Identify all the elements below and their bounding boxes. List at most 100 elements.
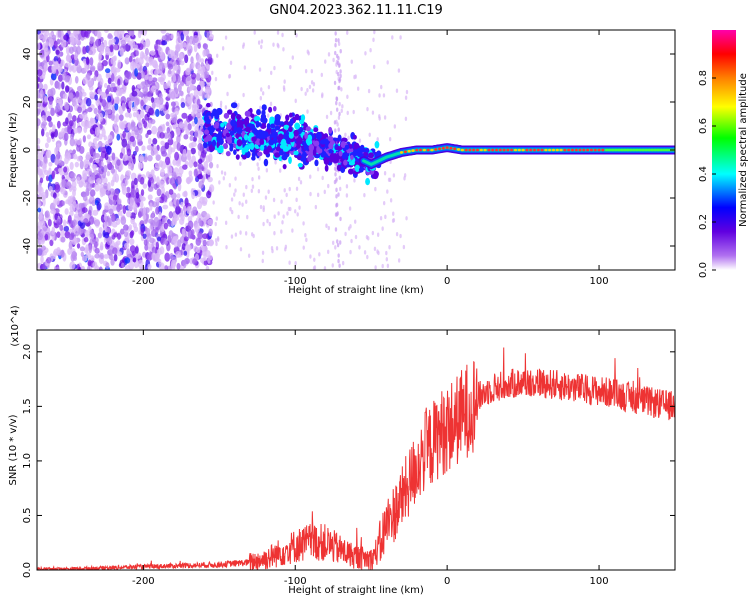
spectrogram-noise-cell	[59, 167, 64, 176]
spectrogram-noise-cell	[156, 219, 162, 229]
spectrogram-noise-cell	[106, 84, 111, 93]
spectrogram-y-tick-label: -20	[22, 190, 33, 206]
spectrogram-noise-cell	[388, 245, 391, 250]
spectrogram-core-cell	[610, 148, 615, 152]
spectrogram-noise-cell	[46, 115, 52, 122]
spectrogram-noise-cell	[116, 159, 121, 167]
spectrogram-ridge-cell	[297, 162, 303, 168]
spectrogram-noise-cell	[100, 91, 107, 100]
spectrogram-noise-cell	[109, 44, 114, 53]
spectrogram-ridge-cell	[272, 105, 277, 112]
spectrogram-noise-cell	[60, 59, 65, 67]
spectrogram-noise-cell	[144, 47, 149, 56]
spectrogram-noise-cell	[246, 214, 249, 220]
spectrogram-noise-cell	[209, 30, 213, 35]
spectrogram-ridge-cell	[243, 134, 249, 141]
spectrogram-noise-cell	[339, 73, 342, 79]
spectrogram-core-cell	[540, 148, 544, 152]
spectrogram-noise-cell	[91, 30, 96, 34]
spectrogram-x-tick-label: 100	[590, 276, 609, 287]
spectrogram-noise-cell	[136, 133, 143, 142]
spectrogram-noise-cell	[175, 160, 181, 167]
spectrogram-noise-cell	[82, 135, 86, 143]
spectrogram-noise-cell	[250, 188, 254, 194]
spectrogram-noise-cell	[175, 127, 181, 136]
spectrogram-noise-cell	[287, 206, 291, 212]
spectrogram-noise-cell	[106, 145, 112, 155]
spectrogram-noise-cell	[64, 103, 70, 111]
spectrogram-noise-cell	[302, 221, 305, 226]
spectrogram-noise-cell	[195, 72, 201, 81]
spectrogram-noise-cell	[187, 220, 194, 230]
spectrogram-noise-cell	[347, 135, 350, 141]
spectrogram-ridge-cell	[229, 145, 234, 152]
spectrogram-noise-cell	[283, 188, 286, 193]
spectrogram-noise-cell	[46, 136, 52, 143]
spectrogram-core-cell	[548, 148, 552, 152]
spectrogram-core-cell	[407, 149, 411, 153]
spectrogram-ridge-cell	[257, 122, 262, 127]
spectrogram-core-cell	[506, 148, 510, 152]
spectrogram-noise-cell	[207, 56, 213, 65]
spectrogram-noise-cell	[111, 221, 118, 228]
spectrogram-core-cell	[616, 148, 621, 152]
spectrogram-noise-cell	[140, 196, 146, 202]
spectrogram-noise-cell	[48, 121, 53, 128]
spectrogram-core-cell	[475, 148, 480, 152]
spectrogram-noise-cell	[151, 210, 155, 219]
spectrogram-ridge-cell	[227, 109, 233, 115]
spectrogram-y-tick-label: 20	[22, 96, 33, 109]
spectrogram-noise-cell	[103, 213, 108, 222]
spectrogram-noise-cell	[259, 105, 262, 110]
spectrogram-noise-cell	[44, 211, 49, 218]
spectrogram-noise-cell	[165, 121, 170, 127]
spectrogram-noise-cell	[192, 34, 199, 44]
spectrogram-noise-cell	[266, 113, 270, 118]
spectrogram-noise-cell	[380, 84, 383, 90]
spectrogram-core-cell	[626, 148, 630, 152]
spectrogram-ridge-cell	[365, 177, 371, 186]
spectrogram-noise-cell	[137, 83, 143, 89]
spectrogram-noise-cell	[280, 199, 283, 204]
spectrogram-core-cell	[586, 148, 590, 152]
spectrogram-ridge-cell	[289, 118, 294, 126]
spectrogram-noise-cell	[174, 151, 180, 161]
spectrogram-noise-cell	[72, 97, 79, 107]
spectrogram-noise-cell	[126, 71, 132, 80]
spectrogram-noise-cell	[307, 51, 310, 56]
spectrogram-noise-cell	[77, 106, 83, 114]
spectrogram-noise-cell	[96, 201, 102, 211]
spectrogram-noise-cell	[175, 205, 181, 215]
spectrogram-noise-cell	[181, 228, 186, 237]
spectrogram-noise-cell	[333, 179, 337, 185]
spectrogram-noise-cell	[124, 34, 131, 43]
spectrogram-core-cell	[659, 148, 664, 152]
spectrogram-noise-cell	[85, 190, 90, 197]
spectrogram-noise-cell	[202, 49, 207, 58]
spectrogram-noise-cell	[104, 47, 111, 56]
spectrogram-noise-cell	[202, 43, 208, 50]
spectrogram-noise-cell	[200, 149, 207, 158]
spectrogram-noise-cell	[94, 247, 100, 254]
spectrogram-noise-cell	[261, 250, 265, 255]
spectrogram-noise-cell	[82, 46, 87, 55]
spectrogram-core-cell	[415, 148, 419, 152]
spectrogram-noise-cell	[259, 204, 263, 210]
spectrogram-noise-cell	[373, 30, 376, 35]
spectrogram-ridge-cell	[305, 138, 311, 145]
spectrogram-noise-cell	[84, 229, 89, 239]
spectrogram-noise-cell	[176, 142, 181, 151]
spectrogram-noise-cell	[277, 44, 280, 49]
spectrogram-noise-cell	[367, 88, 371, 94]
spectrogram-ridge-cell	[204, 129, 210, 135]
spectrogram-noise-cell	[358, 138, 362, 143]
spectrogram-noise-cell	[383, 115, 387, 120]
spectrogram-noise-cell	[98, 112, 104, 122]
spectrogram-noise-cell	[339, 69, 342, 74]
spectrogram-noise-cell	[77, 208, 83, 218]
spectrogram-noise-cell	[76, 176, 81, 185]
spectrogram-noise-cell	[273, 230, 276, 236]
spectrogram-noise-cell	[350, 59, 353, 64]
spectrogram-core-cell	[498, 148, 502, 152]
spectrogram-noise-cell	[209, 33, 214, 40]
